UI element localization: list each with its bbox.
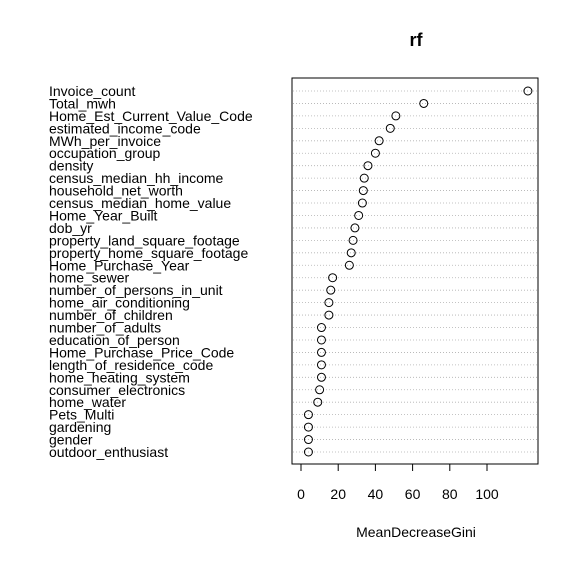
row-label: occupation_group <box>49 145 161 161</box>
data-point <box>348 235 358 245</box>
data-point <box>419 98 429 108</box>
data-point <box>328 273 338 283</box>
row-label: estimated_income_code <box>49 120 201 136</box>
row-label: length_of_residence_code <box>49 357 213 373</box>
row-label: gardening <box>49 419 111 435</box>
row-label: Home_Est_Current_Value_Code <box>49 108 253 124</box>
x-tick-label: 20 <box>330 486 346 502</box>
data-point <box>391 111 401 121</box>
row-label: number_of_children <box>49 307 173 323</box>
data-point <box>315 385 325 395</box>
row-label: Home_Purchase_Year <box>49 257 190 273</box>
data-point <box>316 360 326 370</box>
row-labels: Invoice_countTotal_mwhHome_Est_Current_V… <box>49 83 253 460</box>
row-label: outdoor_enthusiast <box>49 444 168 460</box>
data-point <box>363 161 373 171</box>
row-label: number_of_adults <box>49 320 161 336</box>
data-point <box>346 248 356 258</box>
row-label: number_of_persons_in_unit <box>49 282 223 298</box>
data-point <box>313 397 323 407</box>
row-label: household_net_worth <box>49 183 183 199</box>
x-tick-label: 40 <box>368 486 384 502</box>
x-axis: 0 20 40 60 80 100 <box>297 463 499 502</box>
row-label: Pets_Multi <box>49 407 114 423</box>
data-point <box>324 310 334 320</box>
data-point <box>523 86 533 96</box>
data-point <box>354 210 364 220</box>
chart-title: rf <box>410 30 424 50</box>
data-point <box>326 285 336 295</box>
row-label: home_air_conditioning <box>49 295 190 311</box>
data-point <box>358 186 368 196</box>
row-label: MWh_per_invoice <box>49 133 161 149</box>
data-point <box>385 123 395 133</box>
row-label: Home_Year_Built <box>49 207 158 223</box>
row-label: census_median_home_value <box>49 195 231 211</box>
row-label: Total_mwh <box>49 95 116 111</box>
data-point <box>303 410 313 420</box>
row-label: gender <box>49 432 93 448</box>
row-label: property_land_square_footage <box>49 232 240 248</box>
data-point <box>303 435 313 445</box>
row-label: consumer_electronics <box>49 382 185 398</box>
plot-frame <box>291 77 539 465</box>
data-point <box>316 372 326 382</box>
row-label: property_home_square_footage <box>49 245 248 261</box>
data-point <box>303 447 313 457</box>
data-point <box>370 148 380 158</box>
x-axis-title: MeanDecreaseGini <box>356 524 476 540</box>
data-point <box>324 298 334 308</box>
row-label: home_heating_system <box>49 369 190 385</box>
data-point <box>344 260 354 270</box>
data-point <box>350 223 360 233</box>
row-label: education_of_person <box>49 332 180 348</box>
data-points <box>303 86 533 457</box>
guide-lines <box>293 90 537 453</box>
data-point <box>316 347 326 357</box>
data-point <box>359 173 369 183</box>
row-label: Home_Purchase_Price_Code <box>49 344 234 360</box>
row-label: Invoice_count <box>49 83 136 99</box>
data-point <box>316 323 326 333</box>
x-tick-label: 60 <box>405 486 421 502</box>
data-point <box>303 422 313 432</box>
data-point <box>374 136 384 146</box>
row-label: census_median_hh_income <box>49 170 224 186</box>
row-label: dob_yr <box>49 220 92 236</box>
row-label: home_water <box>49 394 126 410</box>
row-label: density <box>49 158 93 174</box>
x-tick-label: 80 <box>442 486 458 502</box>
x-tick-label: 100 <box>475 486 499 502</box>
data-point <box>316 335 326 345</box>
row-label: home_sewer <box>49 270 129 286</box>
data-point <box>357 198 367 208</box>
x-tick-label: 0 <box>297 486 305 502</box>
